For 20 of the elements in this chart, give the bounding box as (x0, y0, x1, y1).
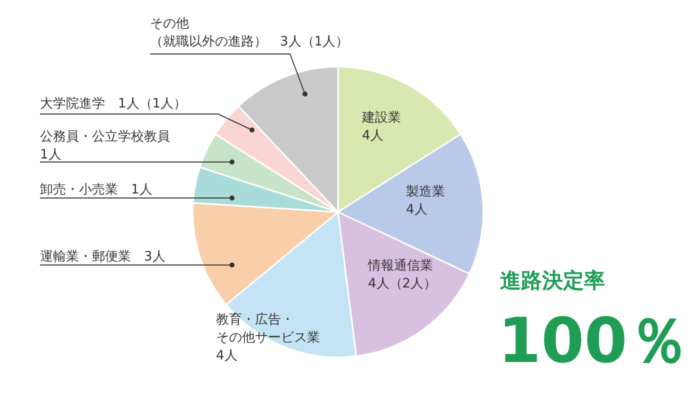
slice-label: 運輸業・郵便業 (40, 249, 131, 264)
data-label: 1人 (131, 182, 152, 198)
data-label: 4人 (216, 348, 238, 364)
slice-label: その他（就職以外の進路） (150, 16, 267, 50)
data-label: 1人 (40, 147, 62, 162)
text: 100％ (498, 304, 690, 377)
slice-label: 公務員・公立学校教員 (40, 128, 170, 144)
slice-label: 教育・広告・その他サービス業 (216, 311, 320, 346)
data-label: 3人 (144, 249, 166, 264)
data-label: 4人 (406, 202, 428, 218)
slice-label: 情報通信業 (367, 258, 433, 274)
data-label: 4人（2人） (368, 276, 437, 292)
data-label: 3人（1人） (280, 34, 349, 50)
data-label: 1人（1人） (118, 96, 187, 112)
text: 進路決定率 (500, 268, 605, 292)
slice-label: 建設業 (361, 110, 401, 126)
slice-label: 製造業 (406, 184, 445, 200)
data-label: 4人 (362, 128, 384, 144)
slice-label: 大学院進学 (40, 96, 105, 112)
slice-label: 卸売・小売業 (40, 182, 118, 198)
